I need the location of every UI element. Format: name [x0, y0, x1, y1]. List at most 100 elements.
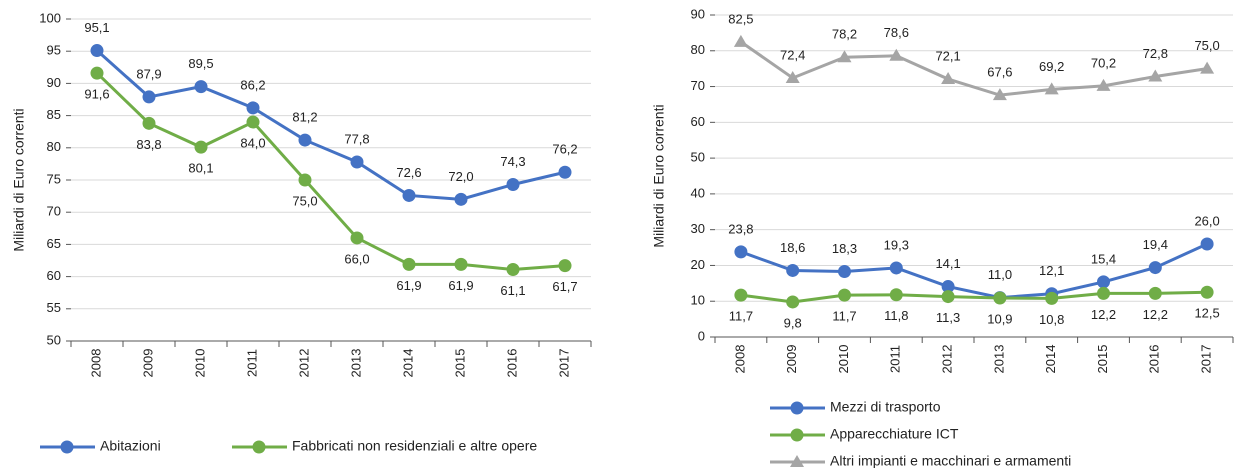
data-point [350, 155, 364, 169]
data-label: 82,5 [728, 11, 753, 26]
data-label: 18,6 [780, 240, 805, 255]
series-line [740, 242, 1208, 300]
x-tick-label: 2016 [1147, 345, 1162, 374]
data-label: 81,2 [292, 110, 317, 125]
x-tick-label: 2017 [1199, 345, 1214, 374]
data-label: 19,4 [1143, 237, 1168, 252]
data-point [350, 231, 364, 245]
data-point [1148, 261, 1162, 275]
legend-marker [790, 401, 804, 415]
data-label: 72,1 [935, 48, 960, 63]
x-tick-label: 2013 [348, 349, 363, 378]
data-point [889, 261, 903, 275]
data-point [506, 263, 520, 277]
data-point [506, 178, 520, 192]
x-tick-label: 2014 [1043, 345, 1058, 374]
data-point [90, 44, 104, 58]
data-point [837, 50, 852, 63]
series-line [96, 49, 566, 201]
x-tick-label: 2012 [296, 349, 311, 378]
x-tick-label: 2011 [888, 345, 903, 373]
x-tick-label: 2009 [784, 345, 799, 374]
x-tick-label: 2013 [991, 345, 1006, 374]
y-tick-label: 80 [47, 139, 61, 154]
data-label: 91,6 [84, 87, 109, 102]
data-point [402, 257, 416, 271]
series-line [740, 40, 1208, 97]
series-line [95, 72, 566, 272]
data-label: 11,3 [936, 310, 960, 325]
legend-label: Mezzi di trasporto [830, 399, 941, 415]
data-label: 80,1 [188, 161, 213, 176]
data-label: 74,3 [500, 154, 525, 169]
legend-marker [252, 440, 266, 454]
legend-label: Abitazioni [100, 438, 161, 454]
data-label: 77,8 [344, 131, 369, 146]
y-tick-label: 40 [691, 185, 705, 200]
x-tick-label: 2014 [400, 349, 415, 378]
x-tick-label: 2011 [244, 349, 259, 377]
x-tick-label: 2009 [140, 349, 155, 378]
x-tick-label: 2015 [452, 349, 467, 378]
data-point [1200, 285, 1214, 299]
data-label: 11,7 [729, 309, 753, 324]
y-tick-label: 65 [47, 236, 61, 251]
data-label: 61,9 [396, 278, 421, 293]
data-label: 66,0 [344, 251, 369, 266]
data-label: 72,8 [1143, 46, 1168, 61]
x-tick-label: 2010 [192, 349, 207, 378]
data-label: 87,9 [136, 66, 161, 81]
data-point [1200, 61, 1215, 74]
data-point [402, 188, 416, 202]
y-axis-label: Miliardi di Euro correnti [11, 108, 27, 251]
data-point [1044, 82, 1059, 95]
data-point [786, 263, 800, 277]
x-tick-label: 2008 [732, 345, 747, 374]
series-line [740, 290, 1208, 304]
data-label: 26,0 [1194, 213, 1219, 228]
data-point [142, 116, 156, 130]
data-point [992, 88, 1007, 101]
data-point [838, 265, 851, 279]
y-tick-label: 10 [691, 293, 705, 308]
data-label: 11,7 [832, 309, 856, 324]
y-tick-label: 90 [47, 75, 61, 90]
y-tick-label: 80 [691, 42, 705, 57]
data-point [454, 192, 468, 206]
x-tick-label: 2017 [556, 349, 571, 378]
data-point [838, 288, 851, 302]
data-label: 15,4 [1091, 251, 1116, 266]
data-point [889, 48, 904, 61]
data-label: 67,6 [987, 65, 1012, 80]
data-point [941, 290, 955, 304]
data-label: 12,2 [1143, 307, 1168, 322]
data-label: 10,9 [987, 311, 1012, 326]
data-point [194, 80, 208, 94]
y-tick-label: 70 [47, 204, 61, 219]
data-label: 12,1 [1039, 263, 1064, 278]
data-label: 61,7 [552, 279, 577, 294]
legend-label: Altri impianti e macchinari e armamenti [830, 453, 1071, 468]
data-label: 72,4 [780, 47, 805, 62]
data-point [734, 288, 748, 302]
data-point [1097, 286, 1110, 300]
legend-marker [60, 440, 74, 454]
data-point [142, 90, 156, 104]
data-label: 12,2 [1091, 307, 1116, 322]
y-tick-label: 50 [47, 332, 61, 347]
data-label: 76,2 [552, 142, 577, 157]
data-label: 95,1 [84, 20, 109, 35]
data-label: 89,5 [188, 56, 213, 71]
x-tick-label: 2016 [504, 349, 519, 378]
y-tick-label: 95 [47, 43, 61, 58]
data-label: 78,6 [884, 25, 909, 40]
data-label: 61,1 [500, 283, 525, 298]
data-point [1045, 291, 1059, 305]
data-label: 84,0 [240, 135, 265, 150]
x-tick-label: 2012 [940, 345, 955, 374]
data-point [941, 72, 956, 85]
x-tick-label: 2010 [836, 345, 851, 374]
data-label: 10,8 [1039, 312, 1064, 327]
data-point [298, 133, 312, 147]
